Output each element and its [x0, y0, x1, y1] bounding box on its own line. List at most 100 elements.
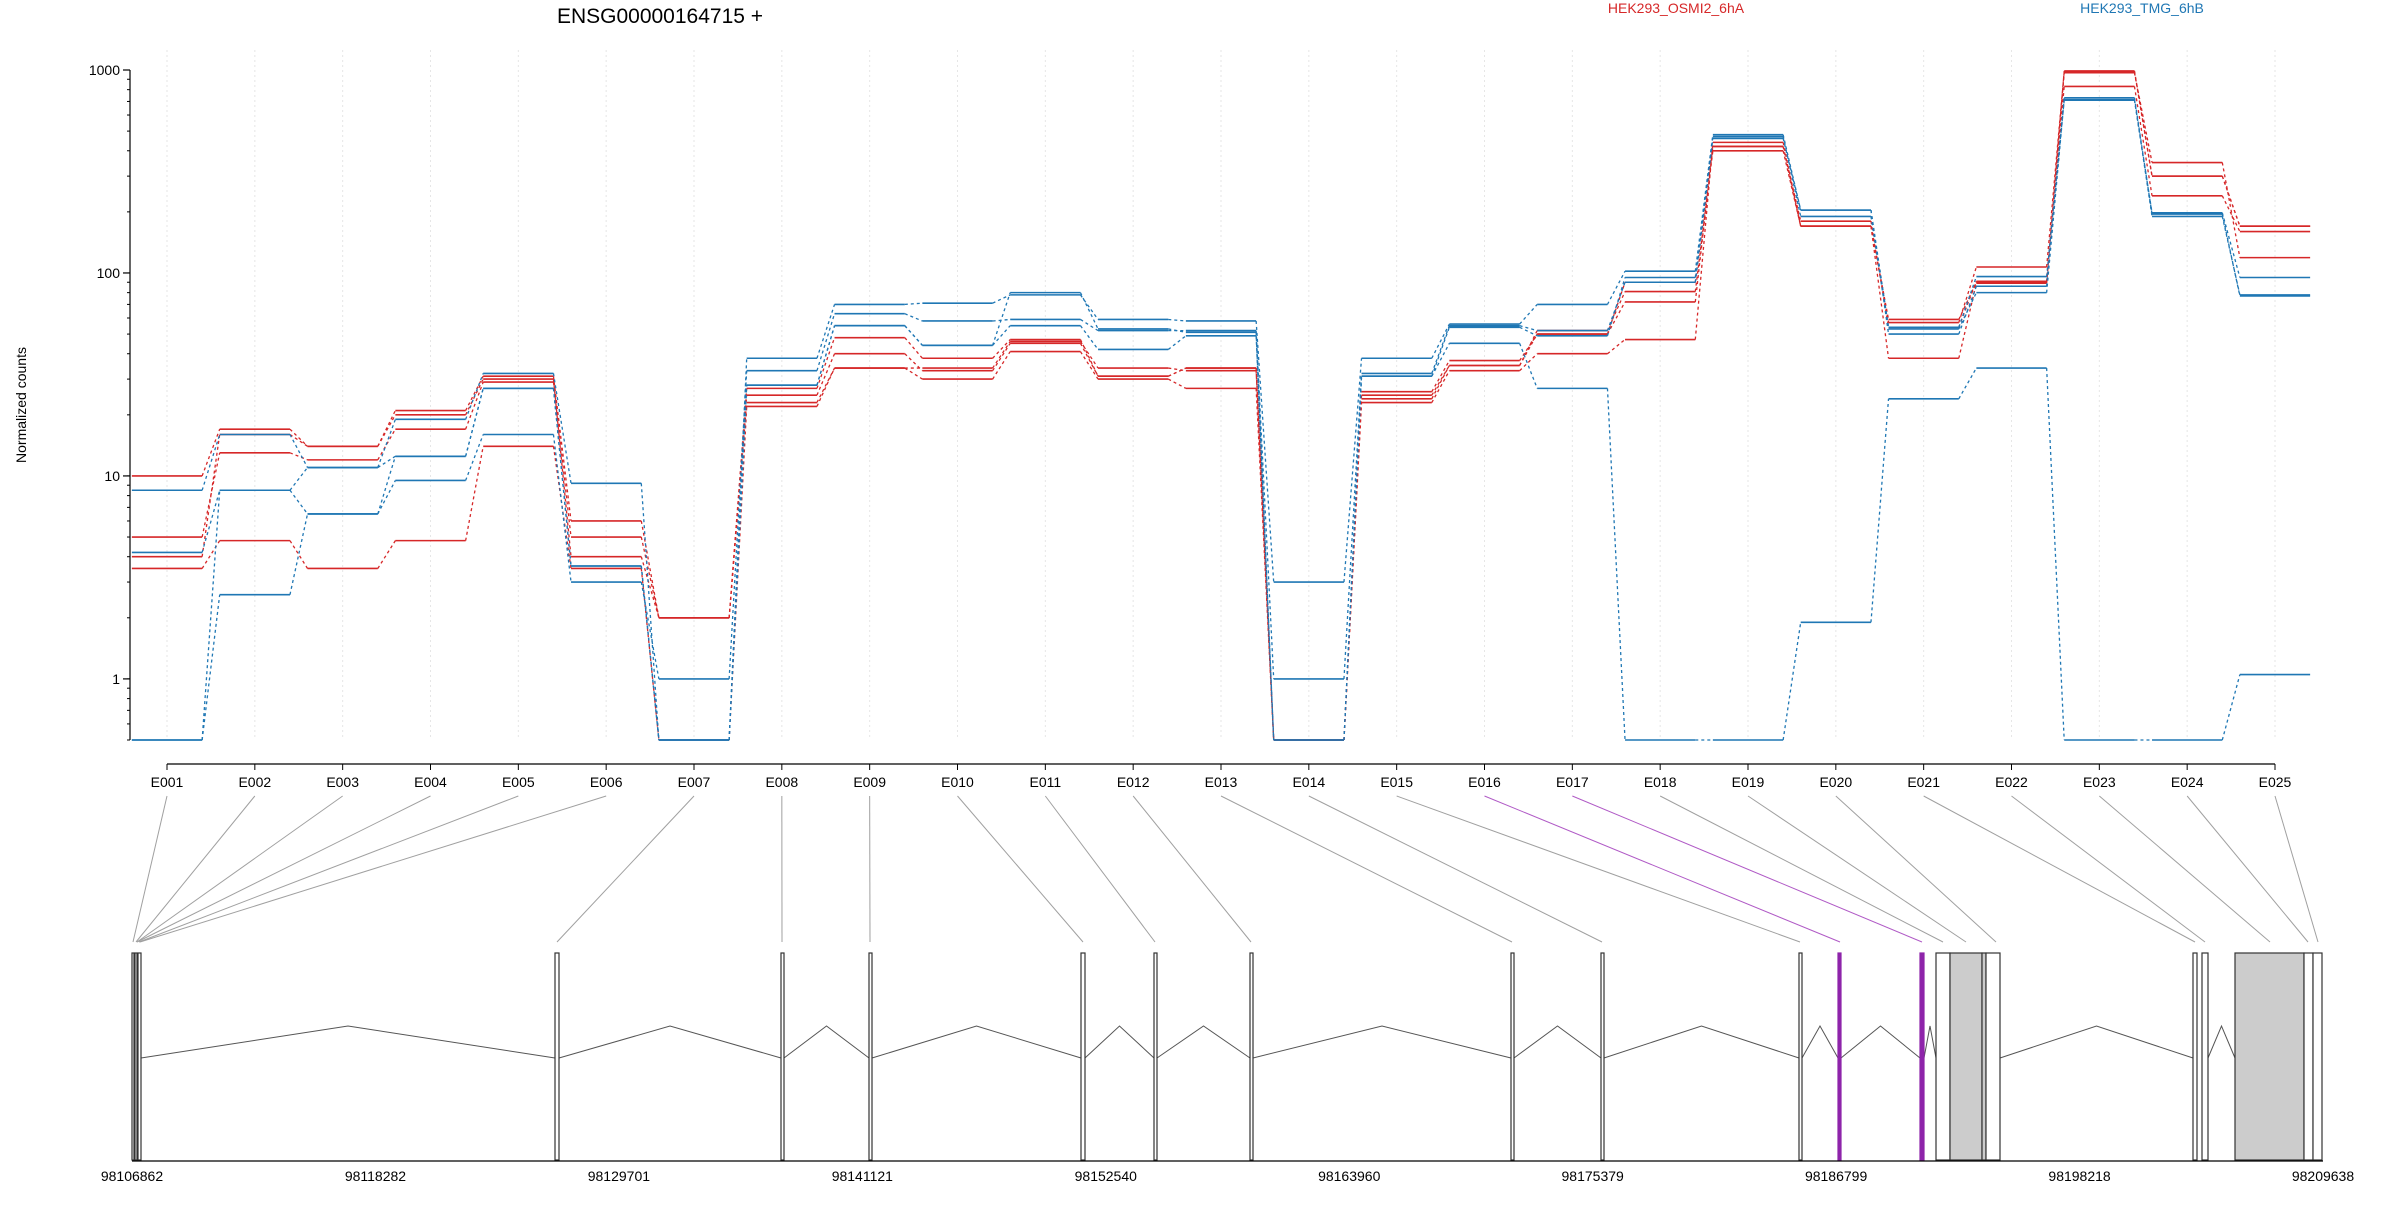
- series-7-link: [202, 595, 220, 740]
- x-tick-label-e005: E005: [502, 774, 535, 790]
- series-8-link: [1080, 293, 1098, 329]
- connector-e011: [1045, 796, 1155, 942]
- series-6-link: [729, 371, 747, 679]
- coordinate-label: 98141121: [832, 1168, 893, 1184]
- coordinate-label: 98129701: [588, 1168, 651, 1184]
- series-8-link: [1344, 376, 1362, 740]
- series-1-link: [905, 338, 923, 359]
- y-axis-label: Normalized counts: [13, 347, 29, 463]
- exon-box: [1986, 953, 2000, 1160]
- x-tick-label-e003: E003: [326, 774, 359, 790]
- y-tick-label: 100: [97, 265, 121, 281]
- series-8-link: [202, 490, 220, 740]
- series-5-link: [290, 435, 308, 468]
- connector-e007: [557, 796, 694, 942]
- series-4-link: [553, 379, 571, 557]
- exon-box: [132, 953, 134, 1160]
- x-tick-label-e011: E011: [1029, 774, 1061, 790]
- connector-e010: [958, 796, 1084, 942]
- intron-line: [1253, 1026, 1511, 1058]
- series-4-link: [1168, 368, 1186, 371]
- series-3-link: [378, 541, 396, 569]
- connector-e018: [1660, 796, 1943, 942]
- exon-box: [1936, 953, 1950, 1160]
- series-8-link: [1520, 327, 1538, 336]
- coordinate-label: 98118282: [345, 1168, 406, 1184]
- coordinate-label: 98152540: [1075, 1168, 1138, 1184]
- series-7-link: [1168, 336, 1186, 350]
- exon-box: [869, 953, 872, 1160]
- series-7-link: [1959, 368, 1977, 399]
- legend-entry-1: HEK293_OSMI2_6hA: [1608, 0, 1745, 16]
- series-6-link: [378, 480, 396, 513]
- connector-e013: [1221, 796, 1512, 942]
- series-3-link: [905, 368, 923, 379]
- series-1-link: [993, 340, 1011, 359]
- series-7-link: [2222, 675, 2240, 740]
- series-5-link: [1168, 319, 1186, 321]
- intron-line: [1841, 1026, 1920, 1058]
- intron-line: [1802, 1026, 1838, 1058]
- coordinate-label: 98106862: [101, 1168, 164, 1184]
- series-1-link: [1344, 395, 1362, 740]
- series-6-link: [1080, 319, 1098, 330]
- coordinate-label: 98175379: [1562, 1168, 1625, 1184]
- intron-line: [1924, 1026, 1936, 1058]
- series-7-link: [290, 514, 308, 595]
- series-3-link: [1695, 142, 1713, 339]
- gridlines: [167, 50, 2275, 740]
- series-6-link: [1344, 373, 1362, 678]
- coordinate-label: 98186799: [1805, 1168, 1868, 1184]
- series-5-link: [641, 483, 659, 740]
- series-8-link: [729, 385, 747, 740]
- series-5-link: [1520, 304, 1538, 324]
- x-tick-label-e018: E018: [1644, 774, 1677, 790]
- intron-line: [2208, 1026, 2235, 1058]
- exon-box: [2193, 953, 2197, 1160]
- series-3-link: [1168, 379, 1186, 388]
- x-tick-label-e024: E024: [2171, 774, 2204, 790]
- intron-line: [141, 1026, 555, 1058]
- y-tick-label: 1: [112, 671, 120, 687]
- x-tick-label-e002: E002: [238, 774, 271, 790]
- series-1-link: [202, 429, 220, 476]
- connector-e017: [1572, 796, 1922, 942]
- series-3-link: [993, 352, 1011, 380]
- series-4-link: [2222, 176, 2240, 226]
- connector-e024: [2187, 796, 2308, 942]
- series-5-link: [817, 304, 835, 358]
- exon-box: [2304, 953, 2313, 1160]
- intron-line: [1604, 1026, 1799, 1058]
- legend-entry-2: HEK293_TMG_6hB: [2080, 0, 2204, 16]
- series-7-link: [1871, 399, 1889, 623]
- connector-e020: [1836, 796, 1996, 942]
- series-4-link: [729, 403, 747, 618]
- connector-e003: [137, 796, 343, 942]
- x-tick-label-e016: E016: [1468, 774, 1501, 790]
- exon-highlighted: [1920, 953, 1924, 1160]
- intron-line: [1514, 1026, 1601, 1058]
- x-tick-label-e001: E001: [151, 774, 184, 790]
- connector-e023: [2099, 796, 2270, 942]
- x-tick-label-e019: E019: [1732, 774, 1765, 790]
- x-tick-label-e007: E007: [678, 774, 711, 790]
- exon-box: [555, 953, 559, 1160]
- series-8-link: [2047, 100, 2065, 293]
- x-tick-label-e012: E012: [1117, 774, 1150, 790]
- series-8-link: [1783, 137, 1801, 217]
- series-5-link: [905, 303, 923, 304]
- x-tick-label-e023: E023: [2083, 774, 2116, 790]
- series-3-link: [1520, 354, 1538, 371]
- connector-e015: [1397, 796, 1800, 942]
- series-6-link: [817, 314, 835, 371]
- series-8-link: [817, 326, 835, 386]
- gene-model: [132, 953, 2322, 1160]
- series-1-link: [290, 429, 308, 446]
- chart-title: ENSG00000164715 +: [557, 5, 763, 28]
- coordinate-label: 98209638: [2292, 1168, 2355, 1184]
- series-7-link: [2047, 368, 2065, 740]
- series-5-link: [1959, 277, 1977, 328]
- connector-e006: [140, 796, 606, 942]
